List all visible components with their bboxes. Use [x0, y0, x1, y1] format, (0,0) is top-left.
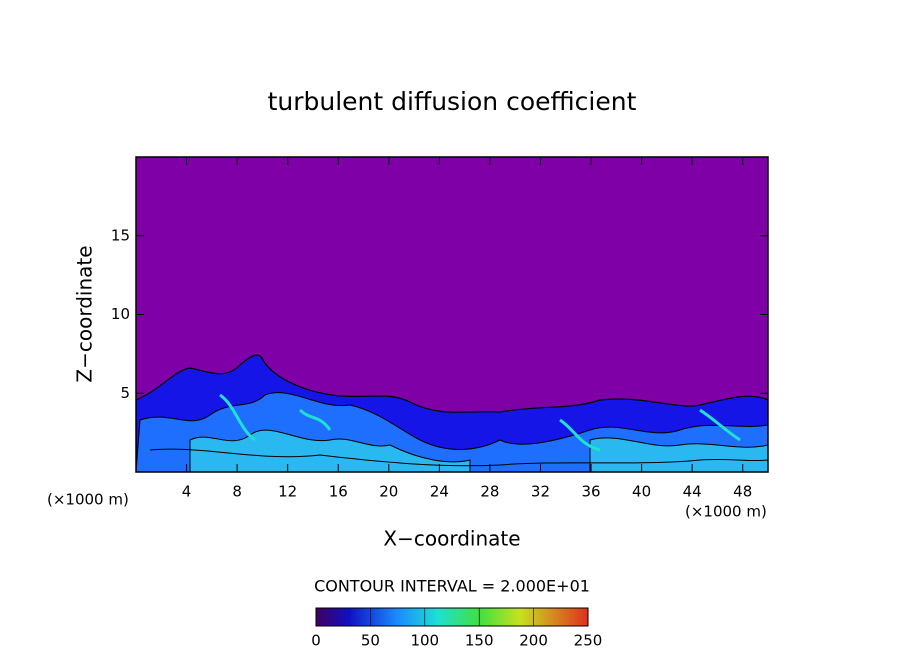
y-axis-label: Z−coordinate	[73, 245, 97, 382]
x-tick-label: 40	[632, 483, 651, 501]
colorbar-tick-label: 150	[465, 632, 494, 650]
colorbar-tick-label: 100	[410, 632, 439, 650]
x-tick-label: 20	[379, 483, 398, 501]
x-tick-label: 16	[329, 483, 348, 501]
x-unit-label: (×1000 m)	[685, 503, 767, 521]
colorbar-tick-label: 50	[361, 632, 380, 650]
x-tick-label: 28	[480, 483, 499, 501]
x-tick-label: 32	[531, 483, 550, 501]
x-tick-label: 4	[182, 483, 192, 501]
x-tick-label: 36	[581, 483, 600, 501]
x-tick-label: 24	[430, 483, 449, 501]
y-tick-label: 10	[111, 305, 130, 323]
colorbar-tick-label: 0	[311, 632, 321, 650]
x-tick-label: 12	[278, 483, 297, 501]
x-tick-label: 48	[733, 483, 752, 501]
x-unit-label: (×1000 m)	[47, 491, 129, 509]
contour-interval: CONTOUR INTERVAL = 2.000E+01	[314, 577, 590, 596]
colorbar-tick-label: 200	[519, 632, 548, 650]
x-tick-label: 44	[683, 483, 702, 501]
x-axis-label: X−coordinate	[383, 527, 520, 551]
turbulent-layer	[136, 354, 768, 472]
x-tick-label: 8	[232, 483, 242, 501]
y-tick-label: 5	[120, 384, 130, 402]
colorbar-tick-label: 250	[574, 632, 603, 650]
y-tick-label: 15	[111, 226, 130, 244]
colorbar	[315, 607, 589, 627]
chart-title: turbulent diffusion coefficient	[268, 87, 637, 116]
